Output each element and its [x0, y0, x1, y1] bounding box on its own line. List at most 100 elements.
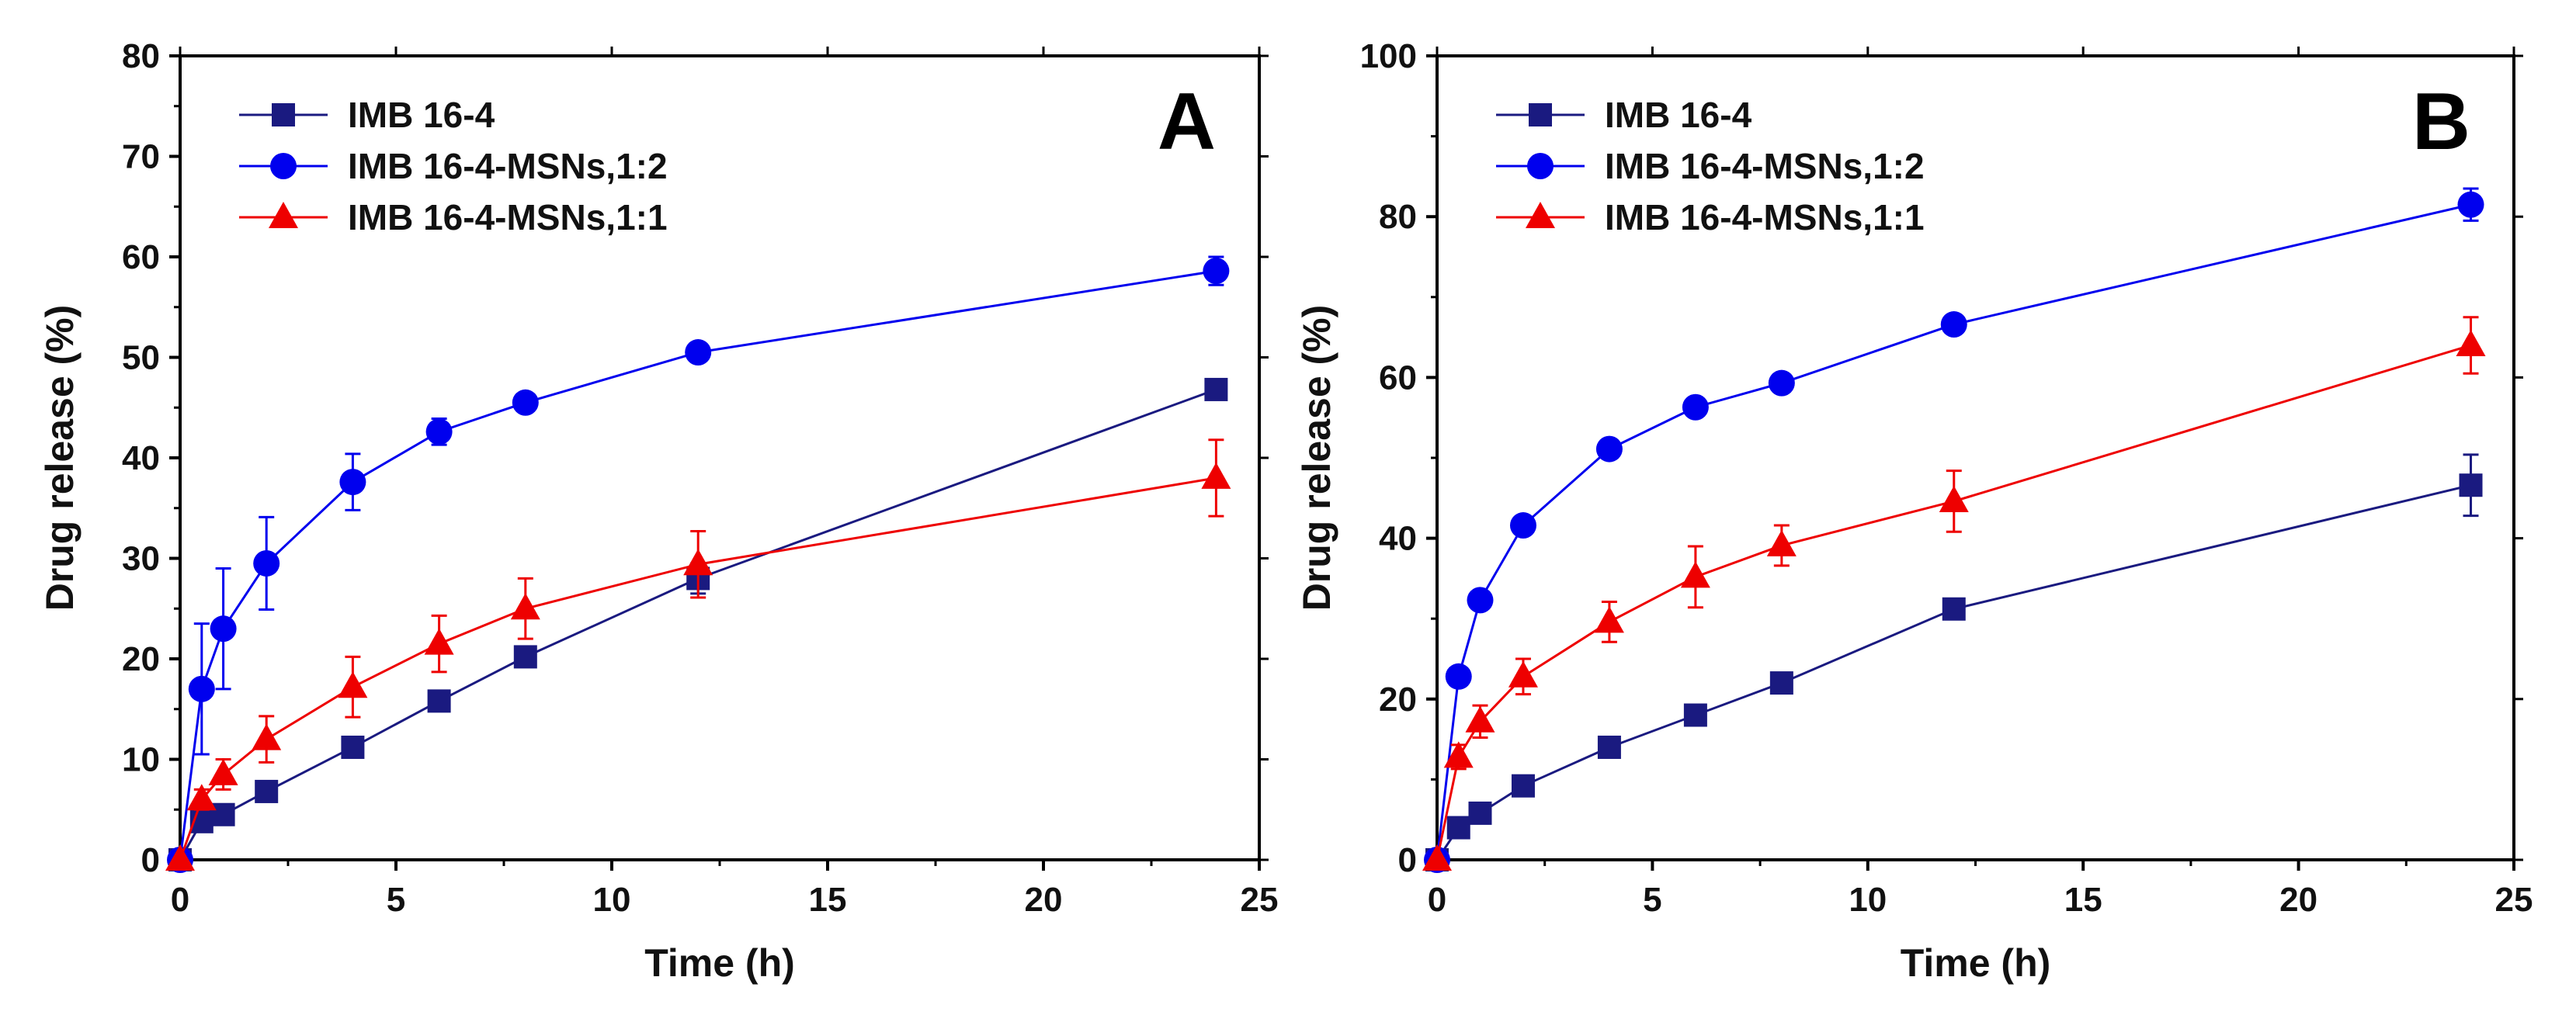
y-axis-title: Drug release (%) — [1295, 305, 1338, 612]
data-point — [1595, 435, 1623, 463]
data-point — [1203, 258, 1230, 285]
y-tick-label: 20 — [1379, 681, 1417, 719]
legend-label: IMB 16-4 — [348, 95, 495, 135]
data-point — [683, 549, 713, 576]
chart-panel-a: 0 5 10 15 20 25 0 10 20 30 40 50 60 70 80 Time (h) Drug … — [38, 37, 1278, 985]
data-point — [513, 645, 537, 669]
data-point — [1422, 844, 1452, 871]
y-tick-label: 20 — [122, 640, 160, 678]
data-point — [1682, 393, 1709, 421]
series-2 — [165, 438, 1231, 871]
y-tick-label: 0 — [1398, 841, 1417, 879]
legend-label: IMB 16-4-MSNs,1:1 — [1605, 197, 1925, 237]
panel-label: B — [2412, 77, 2470, 167]
data-point — [253, 549, 280, 577]
y-tick-label: 60 — [122, 238, 160, 276]
data-point — [427, 689, 451, 713]
y-tick-label: 40 — [122, 439, 160, 477]
y-tick-label: 40 — [1379, 520, 1417, 558]
x-tick-label: 15 — [2064, 881, 2102, 919]
data-point — [1766, 529, 1797, 556]
y-tick-label: 100 — [1360, 37, 1417, 75]
data-point — [188, 675, 215, 702]
data-point — [512, 389, 539, 416]
data-point — [1446, 816, 1470, 840]
x-tick-label: 15 — [809, 881, 847, 919]
legend-label: IMB 16-4 — [1605, 95, 1752, 135]
data-point — [1942, 597, 1966, 621]
legend: IMB 16-4 IMB 16-4-MSNs,1:2 IMB 16-4-MSNs,1… — [239, 95, 668, 237]
series-1 — [167, 255, 1230, 873]
data-point — [1201, 462, 1231, 489]
x-tick-label: 25 — [2495, 881, 2533, 919]
data-point — [210, 615, 237, 643]
data-point — [1467, 587, 1494, 614]
data-point — [1683, 703, 1707, 727]
data-point — [1939, 485, 1969, 512]
legend-marker — [1529, 103, 1552, 126]
data-point — [1468, 801, 1492, 825]
data-point — [1509, 512, 1536, 539]
legend-marker — [269, 202, 298, 228]
series-1 — [1424, 187, 2484, 873]
legend-label: IMB 16-4-MSNs,1:2 — [1605, 146, 1925, 186]
data-point — [338, 671, 368, 698]
series-line — [1436, 483, 2471, 861]
data-point — [2457, 191, 2484, 218]
y-tick-label: 10 — [122, 741, 160, 779]
data-point — [208, 758, 238, 785]
data-point — [1768, 369, 1795, 397]
data-point — [1594, 606, 1624, 633]
x-tick-label: 0 — [171, 881, 189, 919]
series-2 — [1422, 316, 2486, 871]
y-tick-label: 80 — [122, 37, 160, 75]
legend-marker — [1527, 153, 1554, 179]
x-tick-label: 10 — [1849, 881, 1887, 919]
x-tick-label: 0 — [1428, 881, 1446, 919]
data-point — [339, 469, 366, 496]
legend-marker — [270, 153, 297, 179]
data-point — [1511, 774, 1535, 798]
y-tick-label: 0 — [141, 841, 160, 879]
data-point — [510, 593, 540, 620]
legend-label: IMB 16-4-MSNs,1:1 — [348, 197, 668, 237]
data-point — [1508, 660, 1538, 688]
data-point — [1443, 741, 1474, 768]
panel-label: A — [1158, 77, 1216, 167]
series-line — [179, 388, 1217, 861]
data-point — [1769, 671, 1793, 695]
x-tick-label: 5 — [1643, 881, 1661, 919]
data-point — [165, 844, 195, 871]
data-point — [2456, 329, 2486, 356]
x-tick-label: 20 — [2279, 881, 2317, 919]
x-tick-label: 10 — [593, 881, 631, 919]
data-point — [252, 723, 282, 750]
x-tick-label: 25 — [1241, 881, 1279, 919]
series-0 — [168, 377, 1228, 871]
data-point — [1445, 663, 1472, 690]
data-point — [341, 735, 365, 759]
data-point — [2459, 473, 2483, 497]
data-point — [255, 779, 279, 803]
data-point — [211, 802, 235, 826]
legend-marker — [272, 103, 295, 126]
y-axis-title: Drug release (%) — [38, 305, 82, 612]
legend: IMB 16-4 IMB 16-4-MSNs,1:2 IMB 16-4-MSNs,1… — [1496, 95, 1925, 237]
x-tick-label: 20 — [1025, 881, 1063, 919]
legend-label: IMB 16-4-MSNs,1:2 — [348, 146, 668, 186]
x-axis-title: Time (h) — [644, 941, 795, 985]
chart-panel-b: 0 5 10 15 20 25 0 20 40 60 80 100 Time (h) Drug relea… — [1295, 37, 2533, 985]
y-tick-label: 60 — [1379, 359, 1417, 397]
data-point — [425, 418, 453, 445]
y-tick-label: 70 — [122, 138, 160, 176]
data-point — [186, 784, 217, 811]
x-tick-label: 5 — [387, 881, 405, 919]
x-axis-title: Time (h) — [1901, 941, 2051, 985]
y-tick-label: 30 — [122, 540, 160, 578]
y-tick-label: 50 — [122, 339, 160, 377]
data-point — [1597, 735, 1621, 759]
legend-marker — [1526, 202, 1555, 228]
data-point — [685, 339, 712, 366]
data-point — [1940, 311, 1967, 338]
